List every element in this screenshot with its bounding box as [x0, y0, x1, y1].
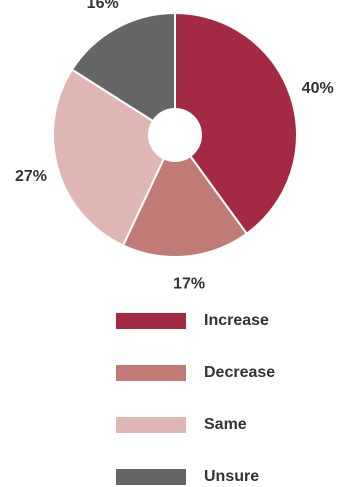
legend-label-unsure: Unsure	[204, 468, 259, 485]
legend-label-same: Same	[204, 416, 247, 433]
slice-labels: 40% 17% 27% 16%	[15, 0, 334, 293]
pie-slices	[52, 11, 298, 258]
legend-label-decrease: Decrease	[204, 364, 275, 381]
legend-label-increase: Increase	[204, 312, 269, 329]
slice-label-same: 27%	[15, 168, 47, 185]
pie-slice-decrease	[121, 133, 249, 258]
legend-swatch-same	[116, 417, 186, 433]
pie-slice-same	[52, 68, 177, 247]
pie-slice-increase	[174, 11, 298, 236]
legend: Increase Decrease Same Unsure	[116, 312, 275, 485]
slice-label-increase: 40%	[302, 80, 334, 97]
slice-label-decrease: 17%	[173, 276, 205, 293]
slice-label-unsure: 16%	[87, 0, 119, 12]
legend-swatch-decrease	[116, 365, 186, 381]
legend-swatch-increase	[116, 313, 186, 329]
legend-swatch-unsure	[116, 469, 186, 485]
pie-slice-unsure	[70, 11, 176, 137]
donut-hole	[148, 108, 202, 162]
